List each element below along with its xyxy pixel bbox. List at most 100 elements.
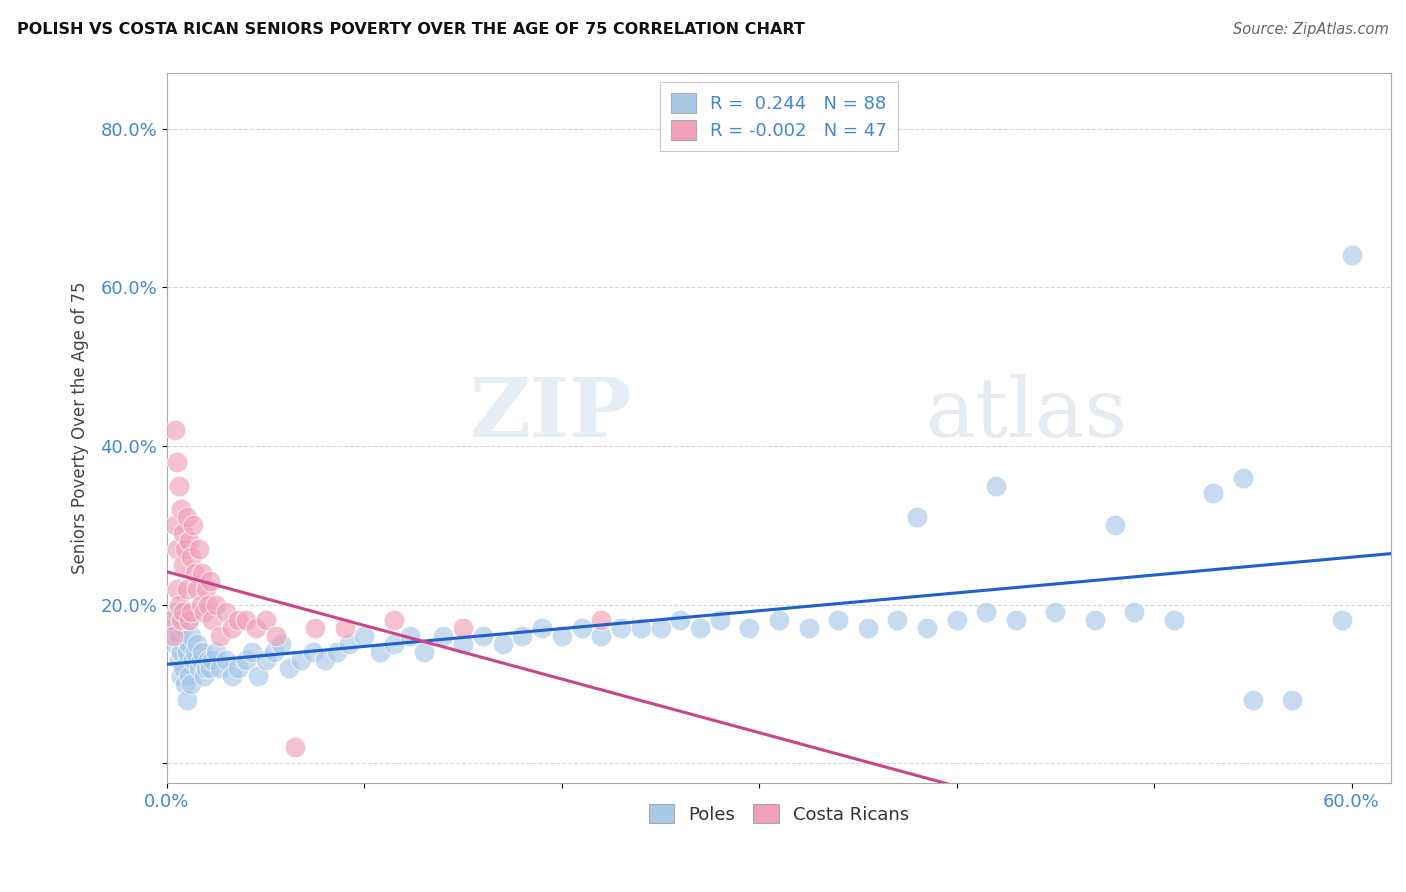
Point: [180, 629, 202, 643]
Point: [180, 606, 202, 620]
Point: [302, 645, 325, 659]
Point: [162, 629, 184, 643]
Point: [270, 637, 292, 651]
Point: [197, 653, 219, 667]
Point: [173, 677, 195, 691]
Point: [180, 677, 202, 691]
Point: [1340, 248, 1362, 262]
Point: [1005, 614, 1028, 628]
Point: [650, 621, 672, 635]
Point: [827, 614, 849, 628]
Point: [246, 669, 269, 683]
Point: [166, 455, 188, 469]
Legend: Poles, Costa Ricans: Poles, Costa Ricans: [638, 793, 920, 834]
Point: [768, 614, 790, 628]
Point: [591, 614, 613, 628]
Point: [193, 669, 215, 683]
Point: [190, 653, 212, 667]
Point: [412, 645, 434, 659]
Point: [451, 637, 474, 651]
Point: [172, 558, 194, 572]
Point: [1281, 692, 1303, 706]
Point: [187, 661, 209, 675]
Point: [382, 614, 405, 628]
Point: [215, 653, 238, 667]
Point: [190, 598, 212, 612]
Point: [451, 621, 474, 635]
Point: [337, 637, 360, 651]
Point: [183, 645, 205, 659]
Point: [915, 621, 938, 635]
Point: [193, 606, 215, 620]
Point: [304, 621, 326, 635]
Point: [263, 645, 285, 659]
Point: [551, 629, 574, 643]
Point: [167, 478, 190, 492]
Point: [226, 661, 249, 675]
Point: [235, 653, 257, 667]
Point: [170, 645, 193, 659]
Point: [886, 614, 908, 628]
Point: [176, 582, 198, 596]
Point: [195, 661, 218, 675]
Point: [368, 645, 391, 659]
Point: [167, 653, 190, 667]
Point: [333, 621, 356, 635]
Point: [176, 614, 198, 628]
Point: [630, 621, 652, 635]
Point: [172, 661, 194, 675]
Point: [186, 637, 208, 651]
Point: [172, 621, 194, 635]
Point: [163, 637, 186, 651]
Point: [197, 598, 219, 612]
Point: [177, 669, 200, 683]
Point: [669, 614, 692, 628]
Point: [166, 541, 188, 556]
Point: [284, 740, 307, 755]
Point: [200, 661, 222, 675]
Point: [180, 549, 202, 564]
Point: [1123, 606, 1146, 620]
Point: [177, 534, 200, 549]
Point: [610, 621, 633, 635]
Point: [382, 637, 405, 651]
Point: [209, 629, 232, 643]
Point: [491, 637, 513, 651]
Point: [974, 606, 997, 620]
Point: [226, 614, 249, 628]
Point: [738, 621, 761, 635]
Point: [177, 614, 200, 628]
Point: [1202, 486, 1225, 500]
Point: [195, 582, 218, 596]
Point: [201, 614, 224, 628]
Point: [689, 621, 711, 635]
Point: [209, 661, 232, 675]
Point: [1084, 614, 1107, 628]
Point: [945, 614, 967, 628]
Point: [170, 614, 193, 628]
Point: [183, 566, 205, 580]
Point: [571, 621, 593, 635]
Point: [181, 518, 204, 533]
Point: [245, 621, 267, 635]
Point: [1163, 614, 1185, 628]
Point: [510, 629, 533, 643]
Point: [170, 502, 193, 516]
Point: [163, 518, 186, 533]
Point: [1104, 518, 1126, 533]
Point: [201, 653, 224, 667]
Point: [797, 621, 820, 635]
Point: [187, 541, 209, 556]
Point: [200, 574, 222, 588]
Point: [166, 582, 188, 596]
Y-axis label: Seniors Poverty Over the Age of 75: Seniors Poverty Over the Age of 75: [72, 282, 89, 574]
Point: [167, 629, 190, 643]
Point: [471, 629, 494, 643]
Point: [905, 510, 928, 524]
Point: [205, 598, 228, 612]
Point: [176, 692, 198, 706]
Text: ZIP: ZIP: [470, 374, 633, 454]
Point: [172, 606, 194, 620]
Point: [1232, 470, 1254, 484]
Point: [353, 629, 375, 643]
